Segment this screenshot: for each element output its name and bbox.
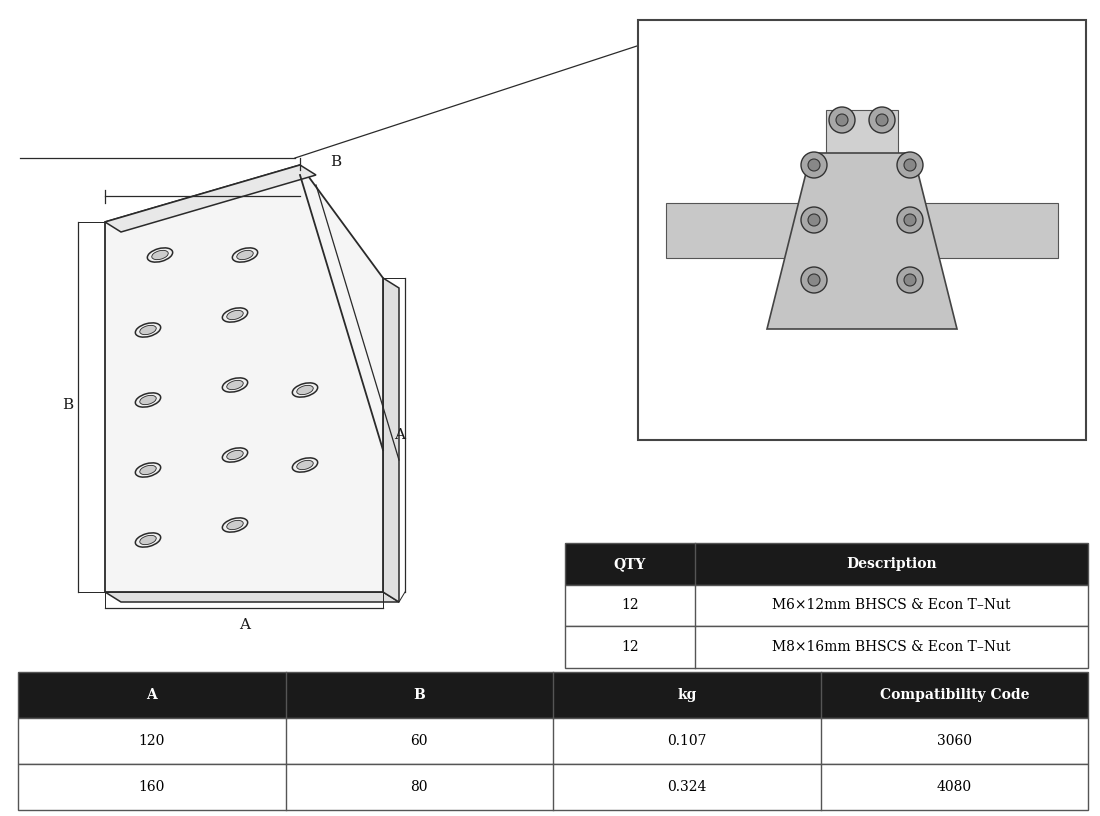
Ellipse shape [227,380,243,389]
Circle shape [904,274,916,286]
Bar [826,110,898,280]
Bar [565,585,1088,627]
Bar [638,20,1086,440]
Ellipse shape [297,460,313,470]
Ellipse shape [152,251,168,259]
Text: 12: 12 [621,598,639,613]
Text: 120: 120 [139,734,165,748]
Bar [666,202,826,258]
Ellipse shape [135,392,161,407]
Circle shape [808,274,820,286]
Circle shape [829,107,855,133]
Text: A: A [395,428,406,442]
Ellipse shape [227,521,243,530]
Circle shape [836,114,848,126]
Text: B: B [414,688,425,702]
Circle shape [904,214,916,226]
Ellipse shape [147,248,173,262]
Ellipse shape [293,458,318,472]
Circle shape [876,114,888,126]
Bar [898,202,1058,258]
Ellipse shape [227,310,243,320]
Ellipse shape [222,518,248,532]
Ellipse shape [135,463,161,477]
Text: M6×12mm BHSCS & Econ T–Nut: M6×12mm BHSCS & Econ T–Nut [772,598,1011,613]
Ellipse shape [222,448,248,462]
Ellipse shape [227,450,243,459]
Bar [18,672,1088,718]
Text: 80: 80 [410,780,428,794]
Ellipse shape [222,378,248,392]
Ellipse shape [135,533,161,547]
Circle shape [896,207,923,233]
Text: Compatibility Code: Compatibility Code [880,688,1028,702]
Ellipse shape [140,465,156,475]
Circle shape [808,159,820,171]
Text: B: B [330,155,341,169]
Ellipse shape [135,323,161,337]
Bar [565,543,1088,585]
Circle shape [904,159,916,171]
Text: 12: 12 [621,641,639,654]
Ellipse shape [236,251,253,259]
Ellipse shape [140,396,156,405]
Polygon shape [104,592,399,602]
Text: 0.107: 0.107 [667,734,706,748]
Bar [18,764,1088,810]
Polygon shape [383,278,399,602]
Ellipse shape [222,308,248,322]
Polygon shape [104,165,316,232]
Circle shape [896,152,923,178]
Text: kg: kg [678,688,696,702]
Circle shape [801,267,827,293]
Ellipse shape [232,248,257,262]
Text: 60: 60 [410,734,428,748]
Text: B: B [63,398,74,412]
Ellipse shape [297,385,313,395]
Circle shape [801,207,827,233]
Ellipse shape [140,535,156,544]
Text: A: A [146,688,157,702]
Circle shape [801,152,827,178]
Bar [565,627,1088,668]
Text: 3060: 3060 [937,734,971,748]
Ellipse shape [140,326,156,335]
Circle shape [896,267,923,293]
Polygon shape [767,153,957,329]
Text: M8×16mm BHSCS & Econ T–Nut: M8×16mm BHSCS & Econ T–Nut [772,641,1011,654]
Text: 160: 160 [139,780,165,794]
Bar [638,20,1086,440]
Text: 4080: 4080 [937,780,971,794]
Circle shape [869,107,895,133]
Circle shape [808,214,820,226]
Text: Description: Description [846,557,937,571]
Ellipse shape [293,383,318,397]
Bar [18,718,1088,764]
Text: QTY: QTY [614,557,646,571]
Polygon shape [104,165,383,592]
Text: 0.324: 0.324 [667,780,706,794]
Text: A: A [240,618,251,632]
